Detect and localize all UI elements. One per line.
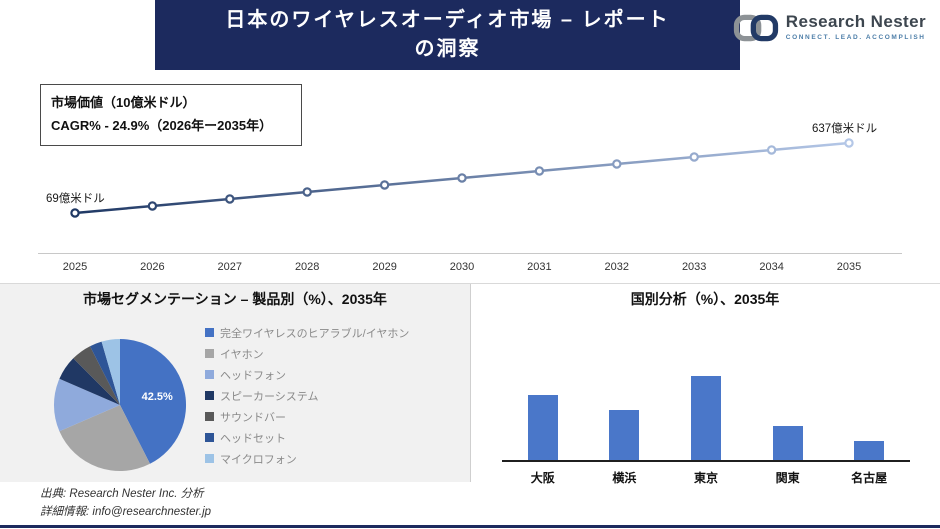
- legend-item: ヘッドフォン: [205, 364, 409, 385]
- bar-chart-title: 国別分析（%）、2035年: [630, 291, 780, 307]
- legend-swatch-icon: [205, 328, 214, 337]
- line-data-point: [534, 166, 545, 176]
- pie-chart-title: 市場セグメンテーション – 製品別（%）、2035年: [83, 291, 387, 307]
- pie-slice: [59, 358, 120, 405]
- header-banner: 日本のワイヤレスオーディオ市場 – レポート の洞察: [155, 0, 740, 70]
- line-data-point: [689, 152, 699, 162]
- bar: [854, 441, 885, 460]
- legend-item: スピーカーシステム: [205, 385, 409, 406]
- page-title-line2: の洞察: [414, 38, 481, 60]
- contact-note: 詳細情報: info@researchnester.jp: [40, 505, 212, 518]
- line-data-point: [766, 145, 777, 155]
- bar-column: [665, 376, 747, 460]
- bar-label: 関東: [775, 471, 800, 485]
- bar-label: 名古屋: [851, 471, 888, 485]
- source-note: 出典: Research Nester Inc. 分析: [40, 488, 204, 500]
- page-title-line1: 日本のワイヤレスオーディオ市場 – レポート: [225, 9, 670, 31]
- bar-category-labels: 大阪 横浜 東京 関東 名古屋: [502, 462, 910, 486]
- x-tick-label: 2034: [759, 261, 784, 273]
- brand-logo: Research Nester Connect. Lead. Accomplis…: [733, 12, 926, 49]
- pie-slice: [59, 405, 150, 472]
- legend-swatch-icon: [205, 412, 214, 421]
- pie-data-label: 42.5%: [142, 391, 173, 403]
- bar-column: [747, 426, 829, 460]
- bar: [527, 394, 558, 460]
- line-start-value-label: 69億米ドル: [46, 193, 105, 205]
- bar: [609, 409, 640, 460]
- bar-label: 横浜: [612, 471, 637, 485]
- brand-name: Research Nester: [785, 12, 926, 31]
- market-value-info-box: 市場価値（10億米ドル） CAGR% - 24.9%（2026年ー2035年）: [40, 84, 302, 146]
- legend-item: サウンドバー: [205, 406, 409, 427]
- x-axis-line: [38, 253, 902, 254]
- chain-link-icon: [733, 12, 779, 49]
- x-tick-label: 2033: [681, 261, 707, 273]
- x-tick-label: 2031: [527, 261, 552, 273]
- bar-column: [828, 441, 910, 460]
- line-data-point: [70, 208, 80, 218]
- legend-item: マイクロフォン: [205, 448, 409, 469]
- footer: 出典: Research Nester Inc. 分析 詳細情報: info@r…: [40, 486, 211, 522]
- bar-label: 東京: [693, 471, 718, 485]
- bar-column: [584, 409, 666, 460]
- pie-slice: [120, 339, 187, 464]
- x-tick-label: 2028: [294, 261, 320, 273]
- line-data-point: [379, 180, 390, 190]
- line-data-point: [302, 187, 312, 197]
- cagr-label: CAGR% - 24.9%（2026年ー2035年）: [51, 117, 273, 133]
- country-bar-chart: 大阪 横浜 東京 関東 名古屋: [502, 366, 910, 486]
- pie-slice: [73, 346, 120, 405]
- market-value-line-chart: [70, 138, 854, 218]
- bottom-accent-bar: [0, 525, 940, 528]
- line-data-point: [225, 194, 235, 204]
- x-tick-label: 2025: [62, 261, 88, 273]
- legend-label: サウンドバー: [220, 411, 286, 424]
- brand-text: Research Nester Connect. Lead. Accomplis…: [786, 12, 926, 41]
- line-data-point: [147, 201, 158, 211]
- legend-label: イヤホン: [220, 348, 264, 361]
- bar-plot-area: [502, 366, 910, 462]
- legend-item: 完全ワイヤレスのヒアラブル/イヤホン: [205, 322, 409, 343]
- x-tick-label: 2029: [372, 261, 397, 273]
- legend-label: 完全ワイヤレスのヒアラブル/イヤホン: [220, 327, 410, 340]
- line-data-point: [612, 159, 622, 169]
- line-data-point: [457, 173, 467, 183]
- pie-slice: [53, 378, 120, 432]
- bar-column: [502, 394, 584, 460]
- pie-legend: 完全ワイヤレスのヒアラブル/イヤホン イヤホンヘッドフォンスピーカーシステム サウン…: [205, 322, 409, 469]
- horizontal-divider: [0, 283, 940, 284]
- legend-label: ヘッドフォン: [220, 369, 286, 382]
- vertical-divider: [470, 284, 471, 482]
- line-end-value-label: 637億米ドル: [812, 123, 878, 135]
- bar-label: 大阪: [530, 471, 555, 485]
- legend-swatch-icon: [205, 391, 214, 400]
- brand-tagline: Connect. Lead. Accomplish: [785, 34, 926, 41]
- pie-slice: [101, 338, 120, 405]
- market-value-label: 市場価値（10億米ドル）: [51, 95, 196, 110]
- x-tick-label: 2030: [449, 261, 475, 273]
- legend-label: ヘッドセット: [220, 432, 286, 445]
- line-data-point: [844, 138, 854, 148]
- x-tick-label: 2026: [140, 261, 165, 273]
- segmentation-pie-chart: 42.5%: [53, 338, 187, 472]
- legend-swatch-icon: [205, 370, 214, 379]
- legend-label: スピーカーシステム: [220, 390, 319, 403]
- x-tick-label: 2032: [604, 261, 630, 273]
- bar: [772, 426, 803, 460]
- bar: [690, 376, 721, 460]
- legend-item: イヤホン: [205, 343, 409, 364]
- page-title: 日本のワイヤレスオーディオ市場 – レポート の洞察: [197, 6, 697, 64]
- x-tick-label: 2035: [836, 261, 862, 273]
- legend-swatch-icon: [205, 454, 214, 463]
- legend-item: ヘッドセット: [205, 427, 409, 448]
- legend-swatch-icon: [205, 349, 214, 358]
- x-tick-label: 2027: [217, 261, 243, 273]
- legend-swatch-icon: [205, 433, 214, 442]
- pie-slice: [90, 341, 120, 405]
- legend-label: マイクロフォン: [220, 453, 297, 466]
